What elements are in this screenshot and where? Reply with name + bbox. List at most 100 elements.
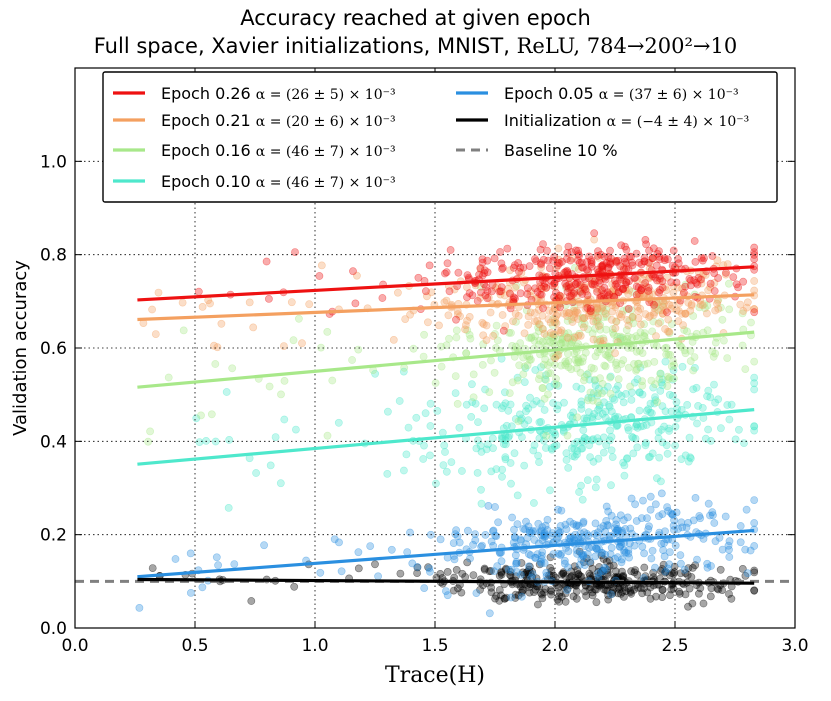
scatter-point	[596, 278, 604, 287]
scatter-point	[538, 324, 547, 333]
scatter-point	[651, 393, 659, 401]
scatter-point	[588, 436, 597, 445]
scatter-point	[624, 363, 633, 372]
scatter-point	[487, 583, 496, 592]
scatter-point	[298, 339, 306, 348]
scatter-point	[606, 372, 615, 381]
scatter-point	[562, 283, 570, 292]
scatter-point	[575, 547, 584, 556]
scatter-point	[511, 294, 519, 303]
scatter-point	[591, 552, 600, 561]
scatter-point	[210, 341, 218, 350]
scatter-point	[681, 569, 690, 577]
scatter-point	[478, 541, 486, 550]
scatter-point	[561, 559, 569, 568]
fit-line	[137, 408, 755, 466]
scatter-point	[442, 268, 451, 277]
scatter-point	[348, 356, 356, 364]
scatter-point	[512, 282, 521, 290]
scatter-point	[683, 571, 692, 579]
scatter-point	[531, 255, 539, 263]
scatter-point	[542, 336, 551, 345]
scatter-point	[559, 569, 568, 578]
scatter-point	[445, 287, 454, 296]
scatter-point	[520, 570, 529, 579]
scatter-point	[577, 400, 586, 409]
scatter-point	[591, 311, 600, 320]
scatter-point	[591, 324, 599, 333]
scatter-point	[564, 284, 573, 293]
scatter-point	[546, 358, 555, 367]
scatter-point	[636, 328, 645, 337]
scatter-point	[511, 283, 520, 292]
scatter-point	[548, 434, 557, 443]
scatter-point	[607, 481, 615, 490]
scatter-point	[617, 310, 626, 319]
scatter-point	[671, 441, 679, 450]
scatter-point	[673, 404, 681, 413]
scatter-point	[557, 593, 566, 601]
scatter-point	[277, 390, 285, 399]
scatter-point	[743, 298, 752, 307]
scatter-point	[524, 550, 533, 558]
scatter-point	[572, 521, 581, 529]
scatter-point	[383, 469, 392, 478]
scatter-point	[541, 521, 550, 530]
scatter-point	[469, 370, 478, 379]
subtitle-architecture: ReLU, 784→200²→10	[516, 34, 738, 58]
scatter-point	[630, 274, 639, 283]
scatter-point	[578, 357, 587, 366]
scatter-point	[519, 524, 528, 533]
scatter-point	[713, 299, 721, 308]
scatter-point	[539, 240, 547, 248]
scatter-point	[532, 257, 540, 265]
scatter-point	[440, 441, 449, 450]
scatter-point	[653, 249, 662, 258]
scatter-point	[714, 304, 723, 313]
scatter-point	[640, 320, 648, 329]
scatter-point	[599, 313, 608, 322]
scatter-point	[483, 440, 492, 449]
scatter-point	[580, 314, 588, 323]
scatter-point	[564, 357, 573, 365]
scatter-point	[663, 273, 672, 282]
scatter-point	[482, 321, 491, 330]
scatter-point	[582, 592, 590, 600]
scatter-point	[517, 592, 526, 601]
scatter-point	[578, 437, 586, 445]
scatter-point	[501, 564, 510, 573]
scatter-point	[578, 290, 587, 298]
scatter-point	[528, 570, 537, 578]
scatter-point	[478, 255, 487, 264]
scatter-point	[206, 299, 214, 308]
scatter-point	[593, 305, 601, 314]
scatter-point	[598, 286, 606, 294]
scatter-point	[573, 315, 582, 323]
scatter-point	[494, 518, 502, 527]
scatter-point	[577, 572, 586, 581]
scatter-point	[710, 287, 719, 295]
scatter-point	[637, 514, 646, 522]
scatter-point	[519, 370, 528, 379]
scatter-point	[544, 390, 552, 399]
scatter-point	[577, 481, 585, 490]
scatter-point	[750, 277, 759, 285]
scatter-point	[447, 458, 456, 466]
scatter-point	[564, 463, 573, 472]
scatter-point	[687, 301, 696, 310]
scatter-point	[645, 313, 653, 321]
scatter-point	[527, 334, 535, 342]
scatter-point	[480, 564, 489, 573]
scatter-point	[584, 325, 592, 334]
scatter-point	[573, 550, 581, 558]
scatter-point	[625, 286, 634, 294]
scatter-point	[534, 327, 543, 336]
scatter-point	[593, 531, 601, 540]
scatter-point	[485, 567, 494, 576]
scatter-point	[594, 313, 603, 322]
scatter-point	[531, 585, 540, 594]
scatter-point	[707, 584, 716, 593]
scatter-point	[602, 305, 611, 314]
scatter-point	[545, 264, 554, 273]
scatter-point	[658, 593, 667, 601]
